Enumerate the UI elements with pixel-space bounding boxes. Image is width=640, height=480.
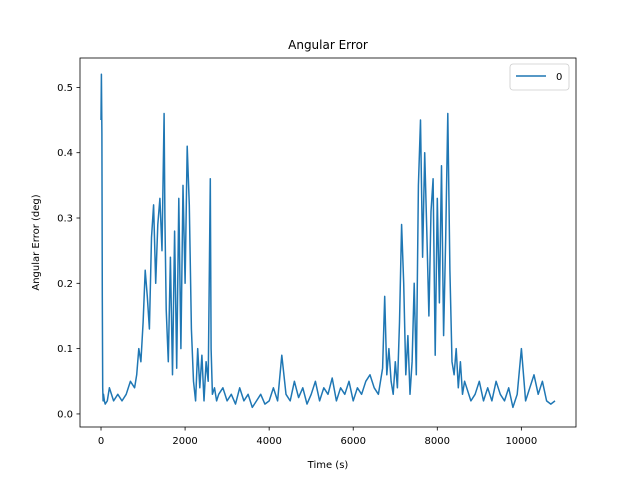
x-tick-label: 4000 bbox=[256, 436, 281, 447]
legend: 0 bbox=[509, 63, 570, 91]
x-tick-label: 2000 bbox=[172, 436, 197, 447]
y-axis-ticks: 0.0 0.1 0.2 0.3 0.4 0.5 bbox=[57, 83, 80, 420]
x-tick-label: 6000 bbox=[340, 436, 365, 447]
legend-entry-0: 0 bbox=[556, 72, 562, 83]
series-line-0 bbox=[100, 73, 556, 409]
x-tick-label: 0 bbox=[98, 436, 104, 447]
axes-frame bbox=[79, 57, 577, 428]
y-axis-label: Angular Error (deg) bbox=[31, 194, 42, 290]
y-tick-label: 0.2 bbox=[57, 279, 73, 290]
x-axis-ticks: 0 2000 4000 6000 8000 10000 bbox=[98, 427, 537, 447]
x-tick-label: 8000 bbox=[425, 436, 450, 447]
plot-area bbox=[79, 57, 577, 428]
chart-title: Angular Error bbox=[288, 38, 368, 52]
series-group bbox=[100, 73, 556, 409]
y-tick-label: 0.5 bbox=[57, 83, 73, 94]
y-tick-label: 0.1 bbox=[57, 344, 73, 355]
y-tick-label: 0.0 bbox=[57, 409, 73, 420]
legend-box bbox=[509, 63, 570, 91]
y-tick-label: 0.3 bbox=[57, 214, 73, 225]
x-tick-label: 10000 bbox=[505, 436, 537, 447]
x-axis-label: Time (s) bbox=[307, 460, 349, 471]
y-tick-label: 0.4 bbox=[57, 148, 73, 159]
